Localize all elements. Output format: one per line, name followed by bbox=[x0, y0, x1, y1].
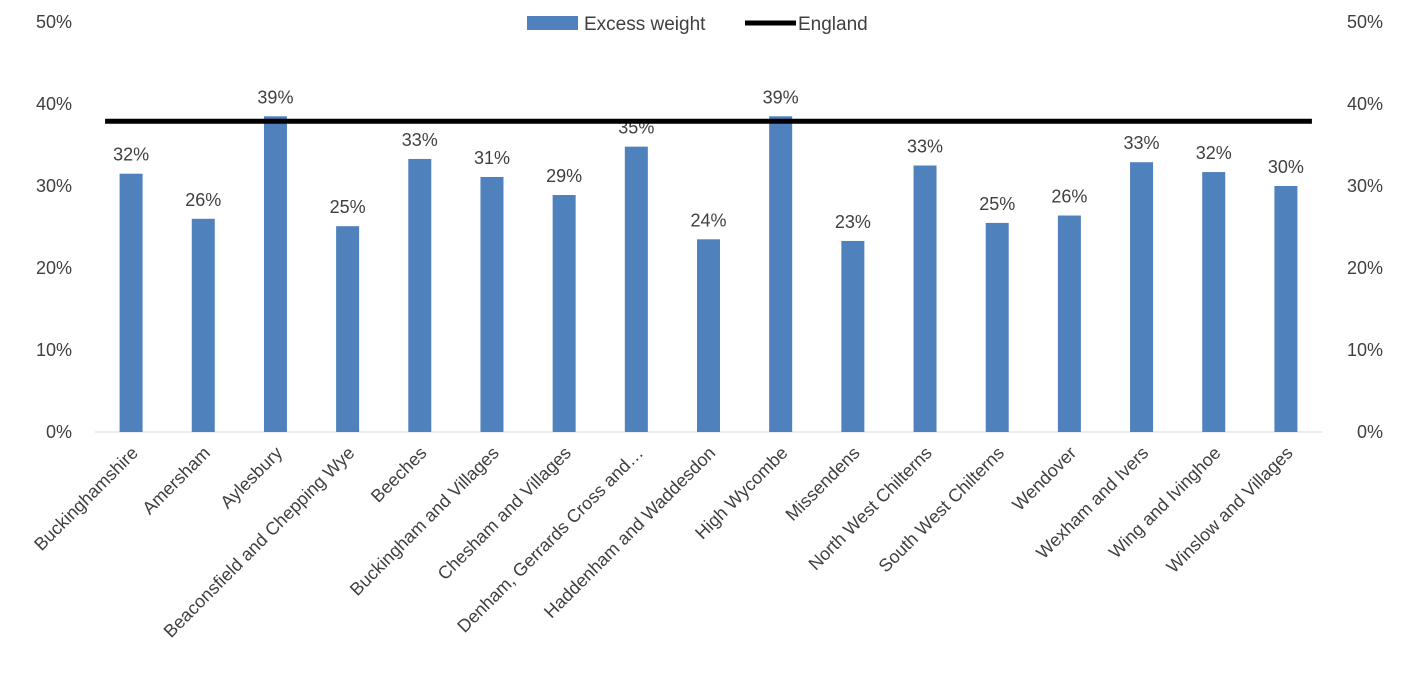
bar-data-label: 39% bbox=[763, 87, 799, 107]
bar-data-label: 32% bbox=[113, 145, 149, 165]
legend-swatch-excess-weight bbox=[527, 16, 578, 30]
data-labels: 32%26%39%25%33%31%29%35%24%39%23%33%25% 2… bbox=[113, 87, 1304, 232]
bar-data-label: 33% bbox=[907, 137, 943, 157]
bar-data-label: 32% bbox=[1196, 143, 1232, 163]
x-category-label: Chesham and Villages bbox=[434, 443, 575, 584]
y-tick-label-left: 40% bbox=[36, 94, 72, 114]
x-category-label: Amersham bbox=[138, 443, 214, 519]
bar bbox=[263, 116, 287, 433]
legend: Excess weight England bbox=[527, 14, 868, 35]
bar-data-label: 26% bbox=[185, 190, 221, 210]
bar bbox=[119, 173, 143, 432]
y-tick-label-left: 30% bbox=[36, 176, 72, 196]
bar-data-label: 39% bbox=[257, 87, 293, 107]
y-tick-label-left: 50% bbox=[36, 12, 72, 32]
bar bbox=[624, 146, 648, 432]
bar-data-label: 31% bbox=[474, 148, 510, 168]
left-y-axis: 0% 10% 20% 30% 40% 50% bbox=[36, 12, 72, 442]
bar bbox=[769, 116, 793, 433]
bar-data-label: 33% bbox=[1124, 133, 1160, 153]
y-tick-label-right: 50% bbox=[1347, 12, 1383, 32]
x-category-label: Buckinghamshire bbox=[30, 443, 142, 555]
y-tick-label-right: 40% bbox=[1347, 94, 1383, 114]
bar-data-label: 23% bbox=[835, 212, 871, 232]
y-tick-label-left: 20% bbox=[36, 258, 72, 278]
x-category-label: Wendover bbox=[1008, 443, 1080, 515]
x-category-label: South West Chilterns bbox=[875, 443, 1008, 576]
bar bbox=[1057, 215, 1081, 432]
x-category-label: Aylesbury bbox=[216, 443, 286, 513]
legend-label-excess-weight: Excess weight bbox=[584, 14, 706, 35]
x-category-label: North West Chilterns bbox=[805, 443, 936, 574]
y-tick-label-right: 30% bbox=[1347, 176, 1383, 196]
y-tick-label-right: 20% bbox=[1347, 258, 1383, 278]
bar-data-label: 26% bbox=[1051, 187, 1087, 207]
bar bbox=[408, 158, 432, 432]
bar bbox=[697, 239, 720, 432]
y-tick-label-right: 0% bbox=[1357, 422, 1383, 442]
y-tick-label-left: 0% bbox=[46, 422, 72, 442]
bar bbox=[913, 165, 937, 432]
bar-data-label: 33% bbox=[402, 130, 438, 150]
bar bbox=[1130, 162, 1154, 432]
bar bbox=[1274, 186, 1298, 432]
bar bbox=[841, 240, 865, 432]
x-category-label: Buckingham and Villages bbox=[346, 443, 503, 600]
bar bbox=[552, 195, 576, 432]
bar bbox=[1202, 172, 1226, 432]
bar-data-label: 24% bbox=[690, 210, 726, 230]
y-tick-label-right: 10% bbox=[1347, 340, 1383, 360]
right-y-axis: 0% 10% 20% 30% 40% 50% bbox=[1347, 12, 1383, 442]
y-tick-label-left: 10% bbox=[36, 340, 72, 360]
x-category-label: Beeches bbox=[367, 443, 431, 507]
x-category-label: Winslow and Villages bbox=[1163, 443, 1297, 577]
bar-data-label: 29% bbox=[546, 166, 582, 186]
bar-series-excess-weight bbox=[119, 116, 1298, 433]
bar bbox=[336, 226, 360, 432]
bar-data-label: 25% bbox=[979, 194, 1015, 214]
bar bbox=[985, 222, 1009, 432]
bar bbox=[191, 218, 215, 432]
legend-label-england: England bbox=[798, 14, 868, 35]
bar-data-label: 30% bbox=[1268, 157, 1304, 177]
bar-data-label: 25% bbox=[330, 197, 366, 217]
bar bbox=[480, 176, 504, 432]
